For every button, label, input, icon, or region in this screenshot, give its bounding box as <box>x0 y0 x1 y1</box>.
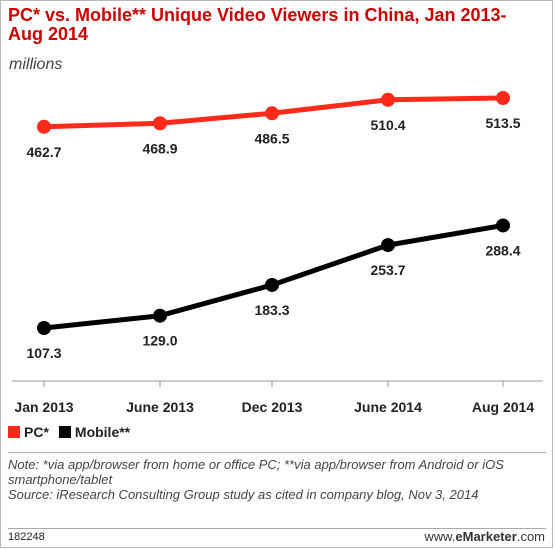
chart-id: 182248 <box>8 531 45 543</box>
series-1-point-4 <box>496 218 510 233</box>
footer-divider <box>8 528 546 529</box>
series-1-point-1 <box>153 308 167 323</box>
series-1-label-3: 253.7 <box>370 262 405 278</box>
series-0-point-2 <box>265 106 279 121</box>
series-0-point-3 <box>381 92 395 107</box>
x-tick-label-3: June 2014 <box>354 399 422 415</box>
legend-label-pc: PC* <box>24 424 49 440</box>
series-1-point-0 <box>37 321 51 335</box>
legend-label-mobile: Mobile** <box>74 424 131 440</box>
series-1-point-3 <box>381 238 395 253</box>
x-tick-label-4: Aug 2014 <box>472 399 534 415</box>
series-0-point-1 <box>153 116 167 131</box>
series-0-label-4: 513.5 <box>485 115 520 131</box>
notes-divider <box>8 452 546 453</box>
x-tick-label-0: Jan 2013 <box>14 399 73 415</box>
series-0-label-1: 468.9 <box>142 140 177 156</box>
series-0-point-4 <box>496 91 510 105</box>
line-chart: Jan 2013 June 2013 Dec 2013 June 2014 Aug 20… <box>12 91 543 415</box>
series-0-point-0 <box>37 119 51 134</box>
series-1-point-2 <box>265 277 279 292</box>
series-0-label-2: 486.5 <box>254 130 289 146</box>
note-text: Note: *via app/browser from home or offi… <box>8 457 504 487</box>
notes: Note: *via app/browser from home or offi… <box>8 457 538 502</box>
x-tick-label-1: June 2013 <box>126 399 194 415</box>
brand-name: eMarketer <box>455 529 517 544</box>
brand-suffix: .com <box>516 529 545 544</box>
series-1-label-4: 288.4 <box>485 242 520 258</box>
chart-title: PC* vs. Mobile** Unique Video Viewers in… <box>8 5 507 44</box>
x-tick-label-2: Dec 2013 <box>242 399 303 415</box>
series-0-label-3: 510.4 <box>370 117 405 133</box>
legend-swatch-mobile <box>58 426 71 438</box>
series-1-label-0: 107.3 <box>26 345 61 361</box>
legend: PC* Mobile** <box>8 424 140 440</box>
series-1-label-1: 129.0 <box>142 333 177 349</box>
legend-swatch-pc <box>8 426 20 438</box>
source-text: Source: iResearch Consulting Group study… <box>8 487 479 502</box>
chart-subtitle: millions <box>9 56 63 73</box>
series-0-label-0: 462.7 <box>26 144 61 160</box>
legend-item-pc: PC* <box>8 424 49 440</box>
brand-link[interactable]: www.eMarketer.com <box>424 529 545 544</box>
brand-prefix: www. <box>424 529 456 544</box>
series-1-label-2: 183.3 <box>254 302 289 318</box>
legend-item-mobile: Mobile** <box>58 424 131 440</box>
